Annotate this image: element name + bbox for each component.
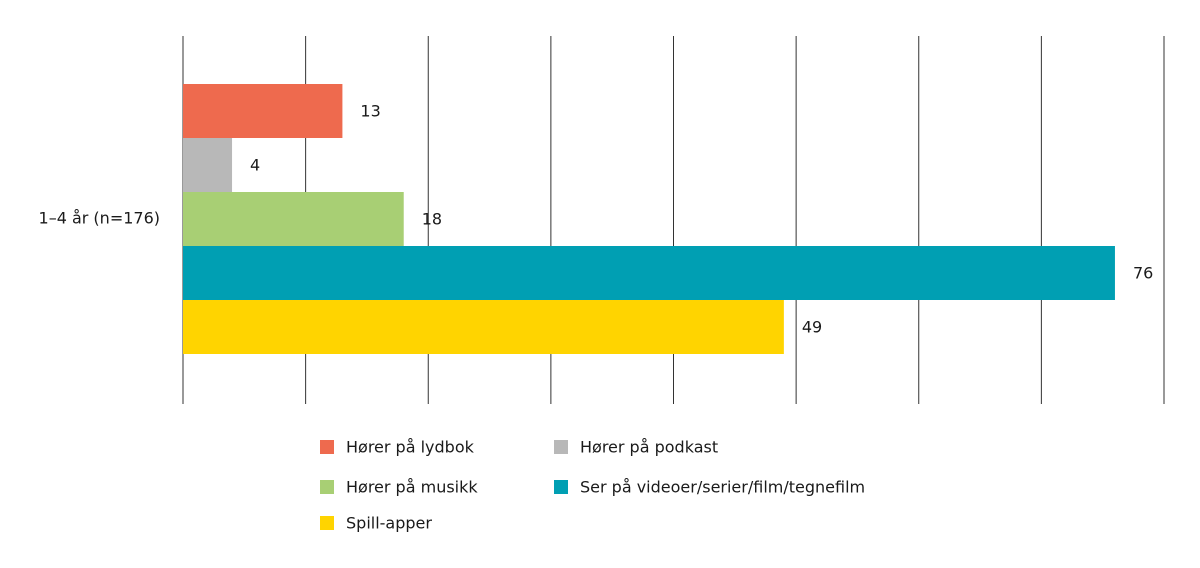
y-tick-label: 1–4 år (n=176) (39, 209, 160, 228)
bar (183, 192, 404, 246)
legend-label: Spill-apper (346, 514, 432, 533)
value-label: 13 (360, 102, 380, 121)
legend-swatch (320, 440, 334, 454)
bar (183, 138, 233, 192)
legend-label: Ser på videoer/serier/film/tegnefilm (580, 478, 865, 497)
bar (183, 84, 343, 138)
value-label: 18 (422, 210, 442, 229)
legend-swatch (554, 440, 568, 454)
value-label: 4 (250, 156, 260, 175)
legend-label: Hører på lydbok (346, 438, 475, 457)
bar (183, 300, 784, 354)
bar (183, 246, 1115, 300)
legend-label: Hører på podkast (580, 438, 718, 457)
legend-swatch (554, 480, 568, 494)
value-label: 49 (802, 318, 822, 337)
value-label: 76 (1133, 264, 1153, 283)
legend-label: Hører på musikk (346, 478, 478, 497)
legend-swatch (320, 516, 334, 530)
legend-swatch (320, 480, 334, 494)
